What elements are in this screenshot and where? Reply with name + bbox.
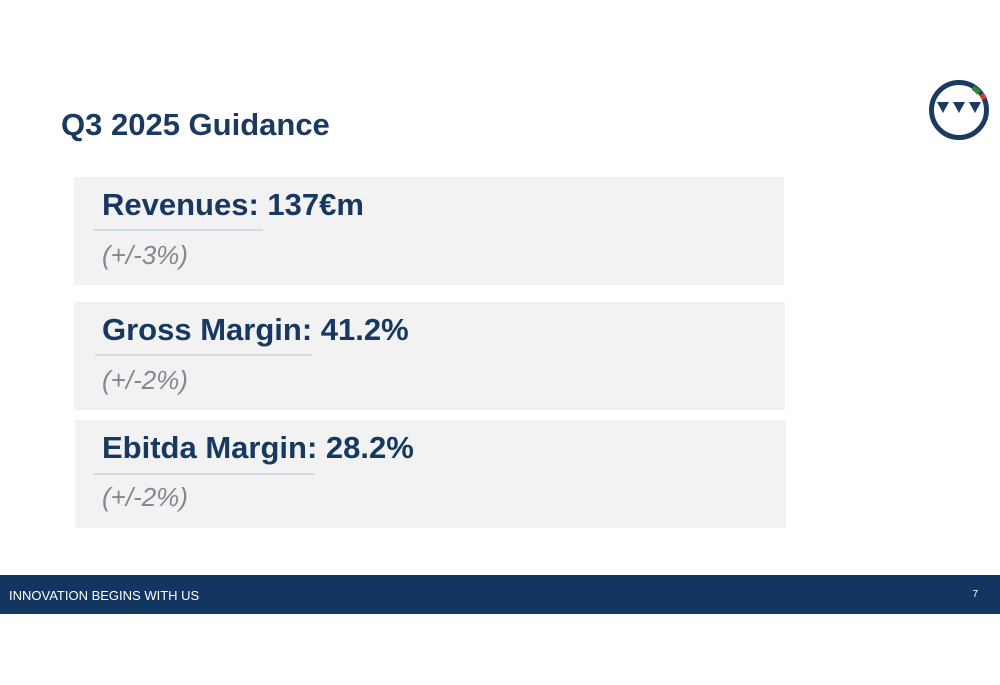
footer-tagline: INNOVATION BEGINS WITH US: [9, 588, 200, 603]
divider: [93, 473, 315, 475]
company-logo-icon: [929, 80, 989, 140]
guidance-range: (+/-2%): [102, 482, 188, 512]
guidance-card-ebitda-margin: Ebitda Margin: 28.2% (+/-2%): [75, 420, 786, 528]
guidance-card-revenues: Revenues: 137€m (+/-3%): [74, 177, 784, 285]
guidance-range: (+/-2%): [102, 365, 188, 395]
guidance-range: (+/-3%): [102, 240, 188, 270]
guidance-card-gross-margin: Gross Margin: 41.2% (+/-2%): [74, 302, 785, 410]
guidance-label: Revenues: 137€m: [102, 187, 364, 222]
page-number: 7: [972, 589, 978, 600]
footer-bar: INNOVATION BEGINS WITH US 7: [0, 575, 1000, 614]
divider: [95, 354, 312, 356]
guidance-label: Ebitda Margin: 28.2%: [102, 430, 414, 465]
guidance-label: Gross Margin: 41.2%: [102, 312, 409, 347]
slide-title: Q3 2025 Guidance: [61, 107, 330, 142]
divider: [93, 229, 263, 231]
